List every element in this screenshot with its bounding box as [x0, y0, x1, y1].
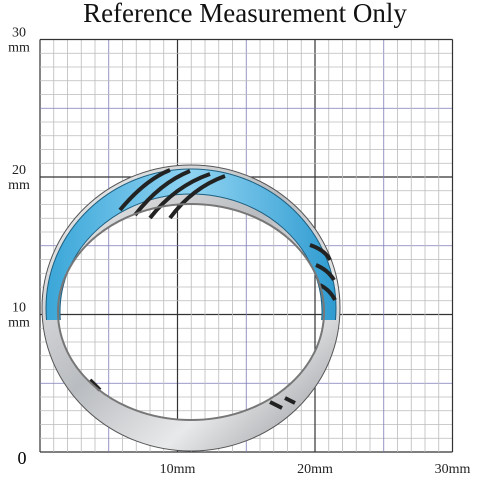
- ring: [41, 164, 341, 452]
- y-label-number: 20: [12, 163, 26, 178]
- y-label-unit: mm: [8, 41, 30, 56]
- ring-enamel: [45, 168, 337, 320]
- label-bg: [4, 161, 32, 193]
- label-bg: [4, 298, 32, 331]
- grid: [39, 38, 454, 453]
- origin-label: 0: [18, 448, 27, 468]
- y-label-unit: mm: [8, 178, 30, 193]
- x-label: 20mm: [297, 462, 333, 477]
- title: Reference Measurement Only: [83, 0, 407, 28]
- ring-grooves: [88, 168, 337, 410]
- y-label-unit: mm: [8, 316, 30, 331]
- y-label-number: 30: [12, 26, 26, 41]
- y-label-number: 10: [12, 301, 26, 316]
- x-label: 30mm: [435, 462, 471, 477]
- label-bg: [4, 23, 32, 56]
- ring-inner-edge: [57, 203, 325, 421]
- x-label: 10mm: [160, 462, 196, 477]
